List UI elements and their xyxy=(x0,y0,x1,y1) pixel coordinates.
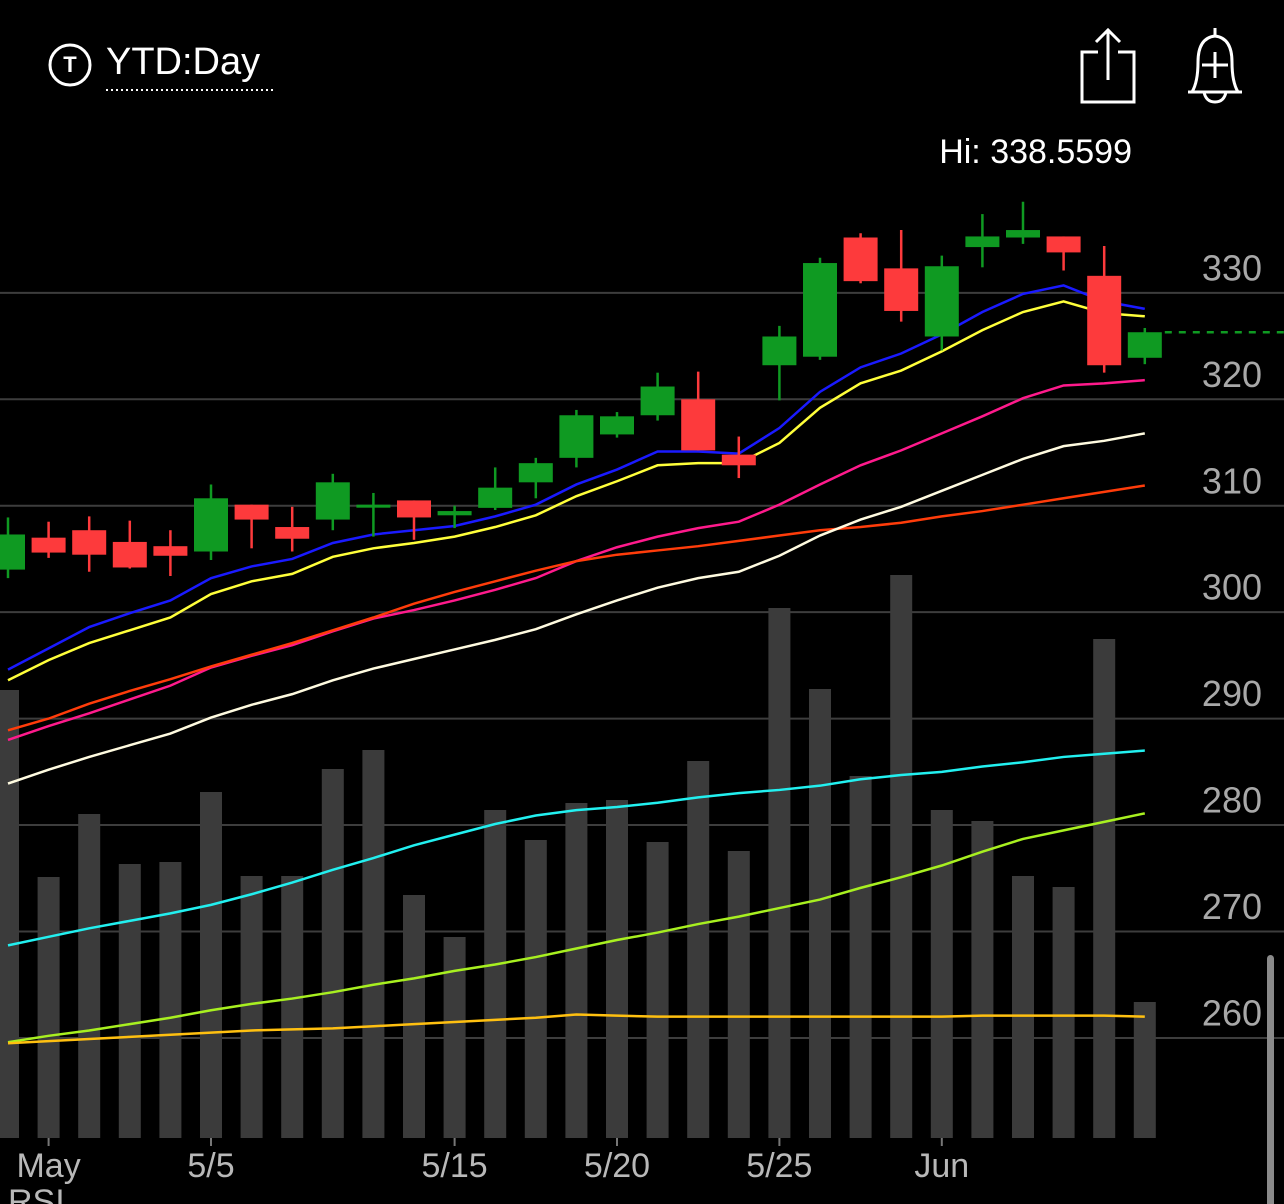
candle-body xyxy=(803,263,837,357)
candle-body xyxy=(681,399,716,451)
y-tick-label: 310 xyxy=(1202,460,1262,501)
volume-bar xyxy=(362,750,385,1138)
volume-bar xyxy=(1052,887,1075,1138)
candle-body xyxy=(315,482,350,520)
alert-button[interactable] xyxy=(1188,28,1242,104)
candles xyxy=(0,201,1284,579)
y-tick-label: 270 xyxy=(1202,886,1262,927)
moving-average-line xyxy=(7,749,1145,947)
timeframe-icon-glyph: T xyxy=(63,52,77,77)
volume-bar xyxy=(524,840,547,1138)
y-tick-label: 290 xyxy=(1202,673,1262,714)
scrollbar[interactable] xyxy=(1267,955,1274,1204)
x-tick-label: 5/25 xyxy=(746,1147,812,1185)
candle-body xyxy=(153,546,188,556)
volume-bar xyxy=(930,810,953,1138)
volume-bar xyxy=(118,864,141,1138)
grid xyxy=(0,291,1284,1039)
volume-bar xyxy=(321,769,344,1138)
y-tick-label: 260 xyxy=(1202,992,1262,1033)
moving-average-line xyxy=(7,300,1145,682)
volume-bar xyxy=(1093,639,1116,1138)
lower-panel-label: RSI xyxy=(8,1183,65,1204)
moving-average-line xyxy=(7,484,1145,732)
timeframe-icon[interactable] xyxy=(48,43,92,87)
candle-body xyxy=(31,537,66,553)
axes: 260 270 280 290 300 310 320 330 May 5/5 5/15 5/20 5/… xyxy=(16,247,1262,1185)
candle-body xyxy=(762,336,797,366)
volume-bar xyxy=(809,689,831,1138)
header: T YTD:Day xyxy=(48,27,1242,104)
candle-body xyxy=(924,266,959,337)
volume-bar xyxy=(0,690,19,1138)
candle-body xyxy=(356,504,391,508)
candle-body xyxy=(0,534,25,570)
volume-bar xyxy=(159,862,182,1138)
volume-bar xyxy=(565,803,588,1138)
volume-bar xyxy=(890,575,913,1138)
y-tick-label: 300 xyxy=(1202,567,1262,608)
x-tick-label: 5/20 xyxy=(584,1147,650,1185)
candle-body xyxy=(600,416,634,435)
volume-bar xyxy=(1133,1002,1156,1138)
candle-body xyxy=(275,527,310,539)
candle-body xyxy=(721,454,756,466)
candle-body xyxy=(1046,236,1081,253)
y-tick-label: 330 xyxy=(1202,247,1262,288)
candle-body xyxy=(234,504,269,520)
volume-bar xyxy=(37,877,60,1138)
candle-body xyxy=(194,498,228,552)
moving-average-line xyxy=(7,812,1146,1044)
volume-bar xyxy=(78,814,101,1138)
candle-body xyxy=(1087,275,1122,366)
volume-bar xyxy=(646,842,669,1138)
x-tick-label: Jun xyxy=(914,1147,969,1185)
x-tick-label: May xyxy=(16,1147,80,1185)
x-tick-label: 5/15 xyxy=(422,1147,488,1185)
volume-bar xyxy=(727,851,750,1138)
moving-average-line xyxy=(7,1013,1145,1045)
volume-bar xyxy=(240,876,263,1138)
overlays xyxy=(7,284,1146,1045)
volume-bar xyxy=(443,937,466,1138)
y-tick-label: 320 xyxy=(1202,354,1262,395)
candle-body xyxy=(397,500,431,518)
volume-bar xyxy=(200,792,222,1138)
candle-body xyxy=(518,463,553,483)
candle-body xyxy=(478,487,513,508)
volume xyxy=(0,575,1156,1138)
high-label: Hi: 338.5599 xyxy=(939,133,1132,171)
range-selector[interactable]: YTD:Day xyxy=(106,41,260,83)
candle-body xyxy=(843,237,878,282)
candle-body xyxy=(559,415,594,458)
volume-bar xyxy=(687,761,710,1138)
share-button[interactable] xyxy=(1080,27,1136,104)
volume-bar xyxy=(768,608,791,1138)
candle-body xyxy=(437,511,472,516)
candle-body xyxy=(112,541,147,568)
candle-body xyxy=(72,530,107,555)
moving-average-line xyxy=(7,432,1146,785)
volume-bar xyxy=(606,800,628,1138)
volume-bar xyxy=(281,876,304,1138)
candle-body xyxy=(965,236,1000,248)
volume-bar xyxy=(849,776,872,1138)
x-tick-label: 5/5 xyxy=(187,1147,234,1185)
candle-body xyxy=(1127,332,1162,358)
candle-body xyxy=(640,386,675,416)
volume-bar xyxy=(484,810,507,1138)
y-tick-label: 280 xyxy=(1202,780,1262,821)
candle-body xyxy=(1006,230,1040,238)
volume-bar xyxy=(1012,876,1034,1138)
candle-body xyxy=(884,268,919,311)
volume-bar xyxy=(403,895,425,1138)
volume-bar xyxy=(971,821,994,1138)
